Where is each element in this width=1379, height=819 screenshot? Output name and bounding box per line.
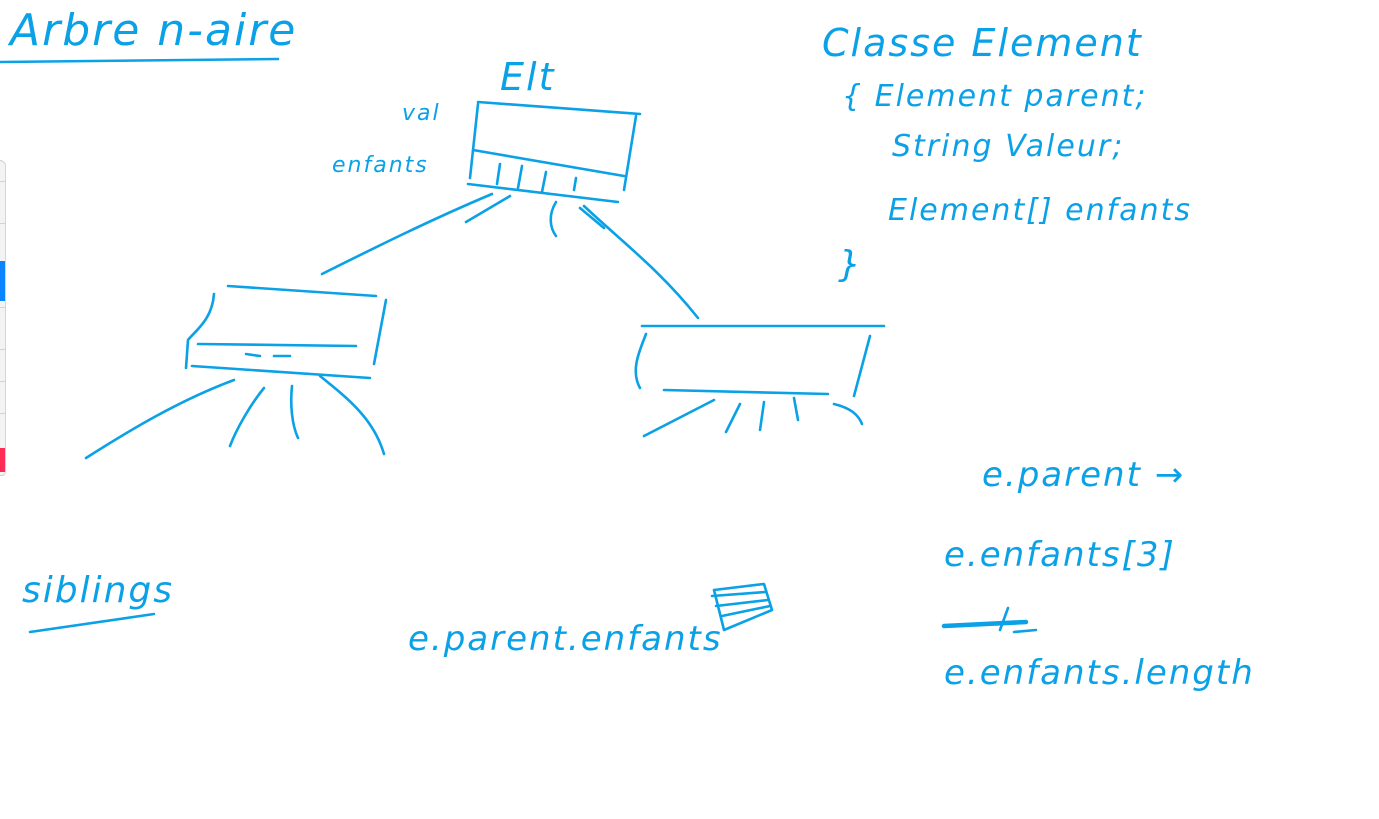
right-child-node-box bbox=[634, 324, 886, 398]
class-field-valeur: String Valeur; bbox=[892, 129, 1124, 164]
edge-root-right-2 bbox=[578, 206, 606, 230]
field-label-val: val bbox=[402, 101, 441, 126]
edge-left-child-4 bbox=[318, 374, 386, 456]
edge-left-child-1 bbox=[84, 378, 236, 460]
note-enfants-index: e.enfants[3] bbox=[944, 535, 1176, 575]
edge-right-child-4 bbox=[792, 396, 800, 422]
note-parent-enfants: e.parent.enfants bbox=[408, 619, 723, 659]
toolbar-separator bbox=[0, 181, 6, 182]
side-toolbar[interactable] bbox=[0, 160, 6, 476]
strikeout-mark-2 bbox=[998, 606, 1038, 634]
root-node-box bbox=[466, 100, 642, 204]
edge-right-child-2 bbox=[724, 402, 742, 434]
note-parent-arrow: e.parent → bbox=[982, 455, 1185, 495]
siblings-underline bbox=[28, 612, 156, 634]
color-swatch-pink[interactable] bbox=[0, 448, 5, 472]
edge-left-child-2 bbox=[228, 386, 266, 448]
edge-root-right bbox=[582, 204, 700, 320]
strikeout-mark bbox=[941, 619, 1029, 629]
edge-right-child-3 bbox=[758, 400, 766, 432]
root-node-label: Elt bbox=[500, 55, 556, 99]
page-title: Arbre n-aire bbox=[7, 5, 297, 56]
edge-left-child-3 bbox=[289, 384, 300, 440]
title-underline bbox=[0, 57, 280, 64]
scribble-mark bbox=[710, 582, 774, 632]
class-field-enfants: Element[] enfants bbox=[888, 193, 1192, 228]
toolbar-separator bbox=[0, 349, 6, 350]
edge-right-child-1 bbox=[642, 398, 716, 438]
edge-root-left bbox=[320, 192, 494, 276]
note-enfants-length: e.enfants.length bbox=[944, 653, 1255, 693]
toolbar-separator bbox=[0, 413, 6, 414]
class-header: Classe Element bbox=[822, 21, 1143, 65]
toolbar-separator bbox=[0, 381, 6, 382]
left-child-node-box bbox=[184, 284, 388, 380]
field-label-enfants: enfants bbox=[332, 153, 429, 178]
edge-root-left-2 bbox=[464, 194, 512, 224]
toolbar-separator bbox=[0, 223, 6, 224]
edge-right-child-5 bbox=[832, 402, 864, 426]
edge-root-mid bbox=[549, 200, 558, 238]
toolbar-separator bbox=[0, 307, 6, 308]
color-swatch-blue[interactable] bbox=[0, 261, 5, 301]
note-siblings: siblings bbox=[22, 570, 174, 611]
class-closing-brace: } bbox=[838, 244, 863, 285]
class-field-parent: { Element parent; bbox=[842, 79, 1147, 114]
